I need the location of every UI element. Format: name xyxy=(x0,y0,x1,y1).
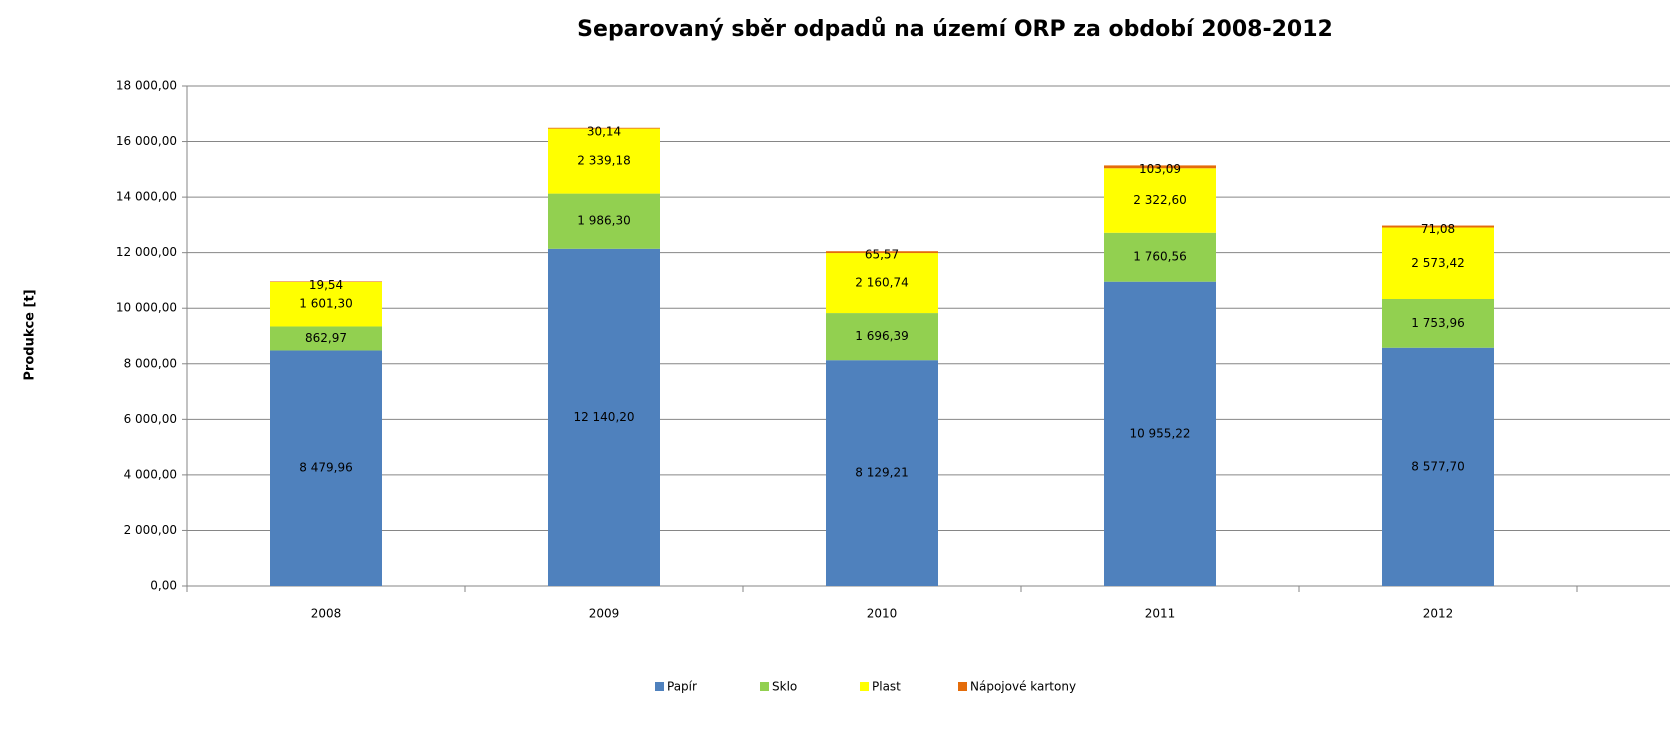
y-axis-title: Produkce [t] xyxy=(23,289,38,380)
bar-segment xyxy=(1382,227,1494,300)
data-label: 1 696,39 xyxy=(855,329,908,343)
y-tick-label: 6 000,00 xyxy=(124,412,177,426)
legend-label: Papír xyxy=(667,680,697,694)
y-tick-label: 0,00 xyxy=(150,579,177,593)
x-tick-label: 2011 xyxy=(1145,607,1176,621)
legend-swatch xyxy=(860,682,869,691)
y-tick-label: 2 000,00 xyxy=(124,523,177,537)
bar-segment xyxy=(548,127,660,129)
bar-segment xyxy=(270,326,382,351)
x-tick-label: 2008 xyxy=(311,607,342,621)
data-label: 103,09 xyxy=(1139,162,1181,176)
legend-swatch xyxy=(958,682,967,691)
data-label: 8 479,96 xyxy=(299,461,352,475)
legend-swatch xyxy=(655,682,664,691)
y-tick-label: 8 000,00 xyxy=(124,356,177,370)
data-label: 8 577,70 xyxy=(1411,459,1464,473)
bar-segment xyxy=(270,281,382,282)
data-label: 30,14 xyxy=(587,124,621,138)
data-label: 862,97 xyxy=(305,331,347,345)
y-tick-label: 12 000,00 xyxy=(116,245,177,259)
data-label: 2 160,74 xyxy=(855,276,908,290)
y-tick-label: 18 000,00 xyxy=(116,79,177,93)
data-label: 1 601,30 xyxy=(299,297,352,311)
bar-segment xyxy=(270,350,382,586)
bar-segment xyxy=(270,281,382,327)
bar-segment xyxy=(548,193,660,249)
data-label: 10 955,22 xyxy=(1129,426,1190,440)
data-label: 2 573,42 xyxy=(1411,256,1464,270)
y-tick-label: 10 000,00 xyxy=(116,301,177,315)
bar-segment xyxy=(826,360,938,586)
x-tick-label: 2010 xyxy=(867,607,898,621)
data-label: 1 760,56 xyxy=(1133,250,1186,264)
bar-segment xyxy=(1104,168,1216,233)
data-label: 71,08 xyxy=(1421,222,1455,236)
data-label: 12 140,20 xyxy=(573,410,634,424)
bar-segment xyxy=(826,253,938,314)
x-tick-label: 2012 xyxy=(1423,607,1454,621)
bar-segment xyxy=(1382,347,1494,586)
bar-segment xyxy=(1104,165,1216,169)
data-label: 65,57 xyxy=(865,248,899,262)
y-tick-label: 4 000,00 xyxy=(124,467,177,481)
bar-segment xyxy=(1104,281,1216,586)
legend-label: Sklo xyxy=(772,680,797,694)
data-label: 1 753,96 xyxy=(1411,316,1464,330)
bar-segment xyxy=(826,251,938,254)
bar-segment xyxy=(1104,232,1216,282)
data-label: 1 986,30 xyxy=(577,214,630,228)
data-label: 8 129,21 xyxy=(855,466,908,480)
bar-segment xyxy=(1382,225,1494,228)
bar-segment xyxy=(826,313,938,361)
chart-title: Separovaný sběr odpadů na území ORP za o… xyxy=(577,17,1333,42)
data-label: 19,54 xyxy=(309,278,343,292)
legend-label: Plast xyxy=(872,680,901,694)
bar-segment xyxy=(548,128,660,194)
x-tick-label: 2009 xyxy=(589,607,620,621)
data-label: 2 339,18 xyxy=(577,154,630,168)
bar-segment xyxy=(548,248,660,586)
legend-label: Nápojové kartony xyxy=(970,680,1076,694)
legend-swatch xyxy=(760,682,769,691)
y-tick-label: 14 000,00 xyxy=(116,190,177,204)
y-tick-label: 16 000,00 xyxy=(116,134,177,148)
bar-segment xyxy=(1382,299,1494,348)
data-label: 2 322,60 xyxy=(1133,193,1186,207)
